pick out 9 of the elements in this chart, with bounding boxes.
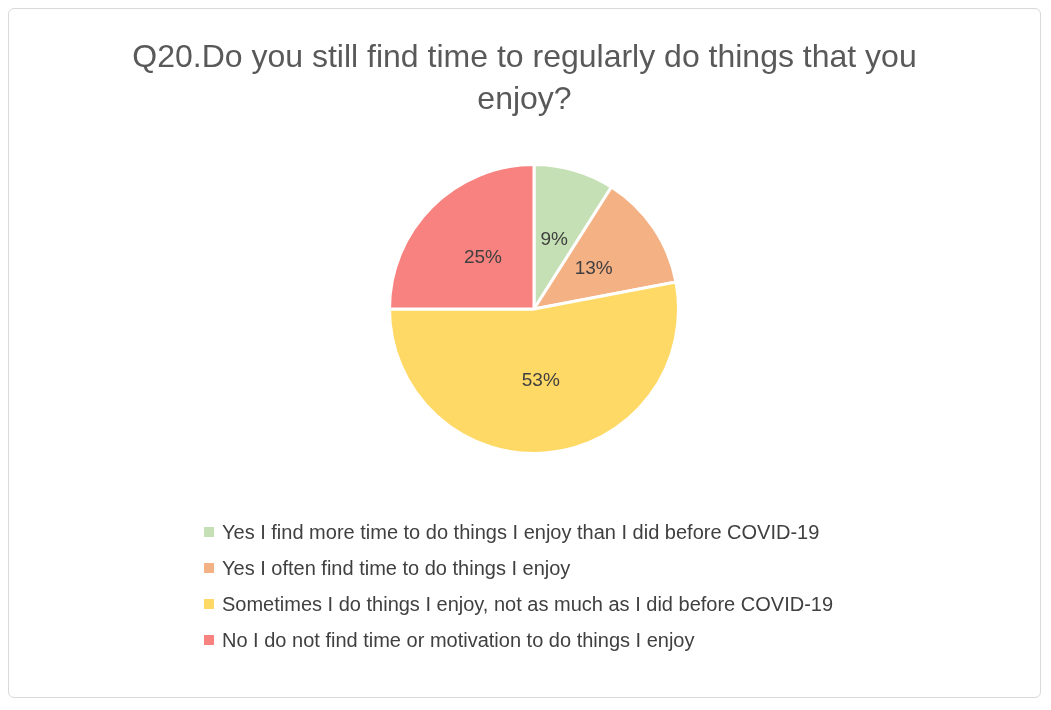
- data-label: 25%: [463, 246, 502, 268]
- legend-label: No I do not find time or motivation to do things I enjoy: [222, 628, 695, 652]
- legend-label: Sometimes I do things I enjoy, not as much as I did before COVID-19: [222, 592, 834, 616]
- data-label: 9%: [539, 227, 568, 249]
- data-label: 13%: [574, 256, 613, 278]
- legend-label: Yes I find more time to do things I enjoy than I did before COVID-19: [222, 520, 820, 544]
- chart-title: Q20.Do you still find time to regularly do things that you enjoy?: [131, 37, 918, 118]
- data-label: 53%: [521, 369, 560, 391]
- legend-label: Yes I often find time to do things I enjoy: [222, 556, 571, 580]
